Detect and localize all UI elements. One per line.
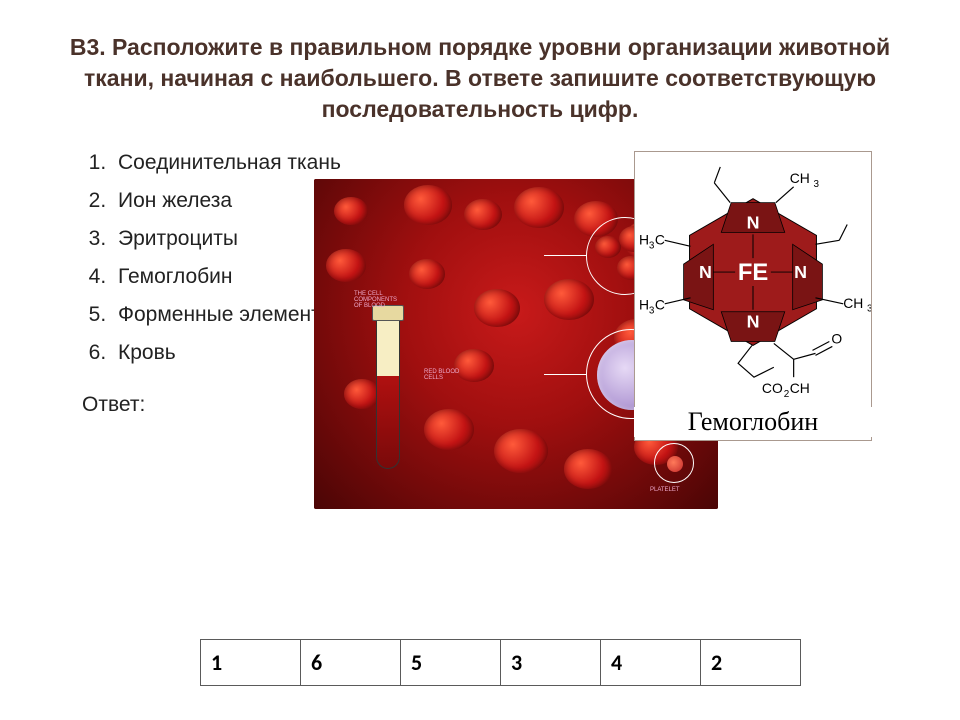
rbc-label: RED BLOODCELLS bbox=[424, 369, 459, 381]
svg-text:CH: CH bbox=[790, 380, 810, 396]
svg-text:N: N bbox=[699, 262, 712, 282]
sub-ch3: CH bbox=[790, 170, 810, 186]
red-blood-cell-icon bbox=[514, 187, 564, 228]
svg-text:C: C bbox=[655, 231, 665, 247]
red-blood-cell-icon bbox=[424, 409, 474, 450]
answer-label: Ответ: bbox=[82, 393, 348, 417]
options-list: Соединительная ткань Ион железа Эритроциты… bbox=[48, 151, 348, 417]
list-item: Кровь bbox=[112, 341, 348, 365]
hemoglobin-label: Гемоглобин bbox=[634, 407, 872, 437]
fe-label: FE bbox=[738, 259, 768, 286]
red-blood-cell-icon bbox=[564, 449, 612, 488]
callout-platelet bbox=[654, 443, 694, 483]
svg-text:N: N bbox=[747, 312, 760, 332]
sub-ch3: CH bbox=[843, 295, 863, 311]
answer-cell: 3 bbox=[501, 640, 601, 686]
svg-text:C: C bbox=[655, 297, 665, 313]
sub-o: O bbox=[831, 331, 842, 347]
callout-line bbox=[544, 255, 586, 256]
callout-line bbox=[544, 374, 586, 375]
sub-h3c: H bbox=[639, 231, 649, 247]
sub-co2ch: CO bbox=[762, 380, 783, 396]
list-item: Соединительная ткань bbox=[112, 151, 348, 175]
answer-cell: 5 bbox=[401, 640, 501, 686]
red-blood-cell-icon bbox=[334, 197, 368, 225]
red-blood-cell-icon bbox=[326, 249, 366, 282]
red-blood-cell-icon bbox=[474, 289, 520, 327]
svg-text:3: 3 bbox=[867, 304, 871, 315]
answer-cell: 6 bbox=[301, 640, 401, 686]
test-tube-icon bbox=[376, 319, 400, 469]
list-item: Гемоглобин bbox=[112, 265, 348, 289]
red-blood-cell-icon bbox=[344, 379, 380, 409]
list-item: Ион железа bbox=[112, 189, 348, 213]
sub-h3c: H bbox=[639, 297, 649, 313]
porphyrin-diagram: N N N N FE bbox=[635, 152, 871, 407]
platelet-label: PLATELET bbox=[650, 487, 680, 493]
svg-text:3: 3 bbox=[813, 179, 819, 190]
list-item: Форменные элементы bbox=[112, 303, 348, 327]
svg-text:N: N bbox=[747, 213, 760, 233]
svg-text:N: N bbox=[794, 262, 807, 282]
red-blood-cell-icon bbox=[409, 259, 445, 289]
answer-cell: 2 bbox=[701, 640, 801, 686]
red-blood-cell-icon bbox=[404, 185, 452, 224]
tube-caption: THE CELLCOMPONENTSOF BLOOD bbox=[354, 291, 397, 309]
red-blood-cell-icon bbox=[544, 279, 594, 320]
list-item: Эритроциты bbox=[112, 227, 348, 251]
hemoglobin-structure: N N N N FE bbox=[634, 151, 872, 441]
answer-cell: 1 bbox=[201, 640, 301, 686]
red-blood-cell-icon bbox=[454, 349, 494, 382]
question-title: В3. Расположите в правильном порядке уро… bbox=[60, 32, 900, 125]
answer-cell: 4 bbox=[601, 640, 701, 686]
answer-table: 165342 bbox=[200, 639, 801, 686]
